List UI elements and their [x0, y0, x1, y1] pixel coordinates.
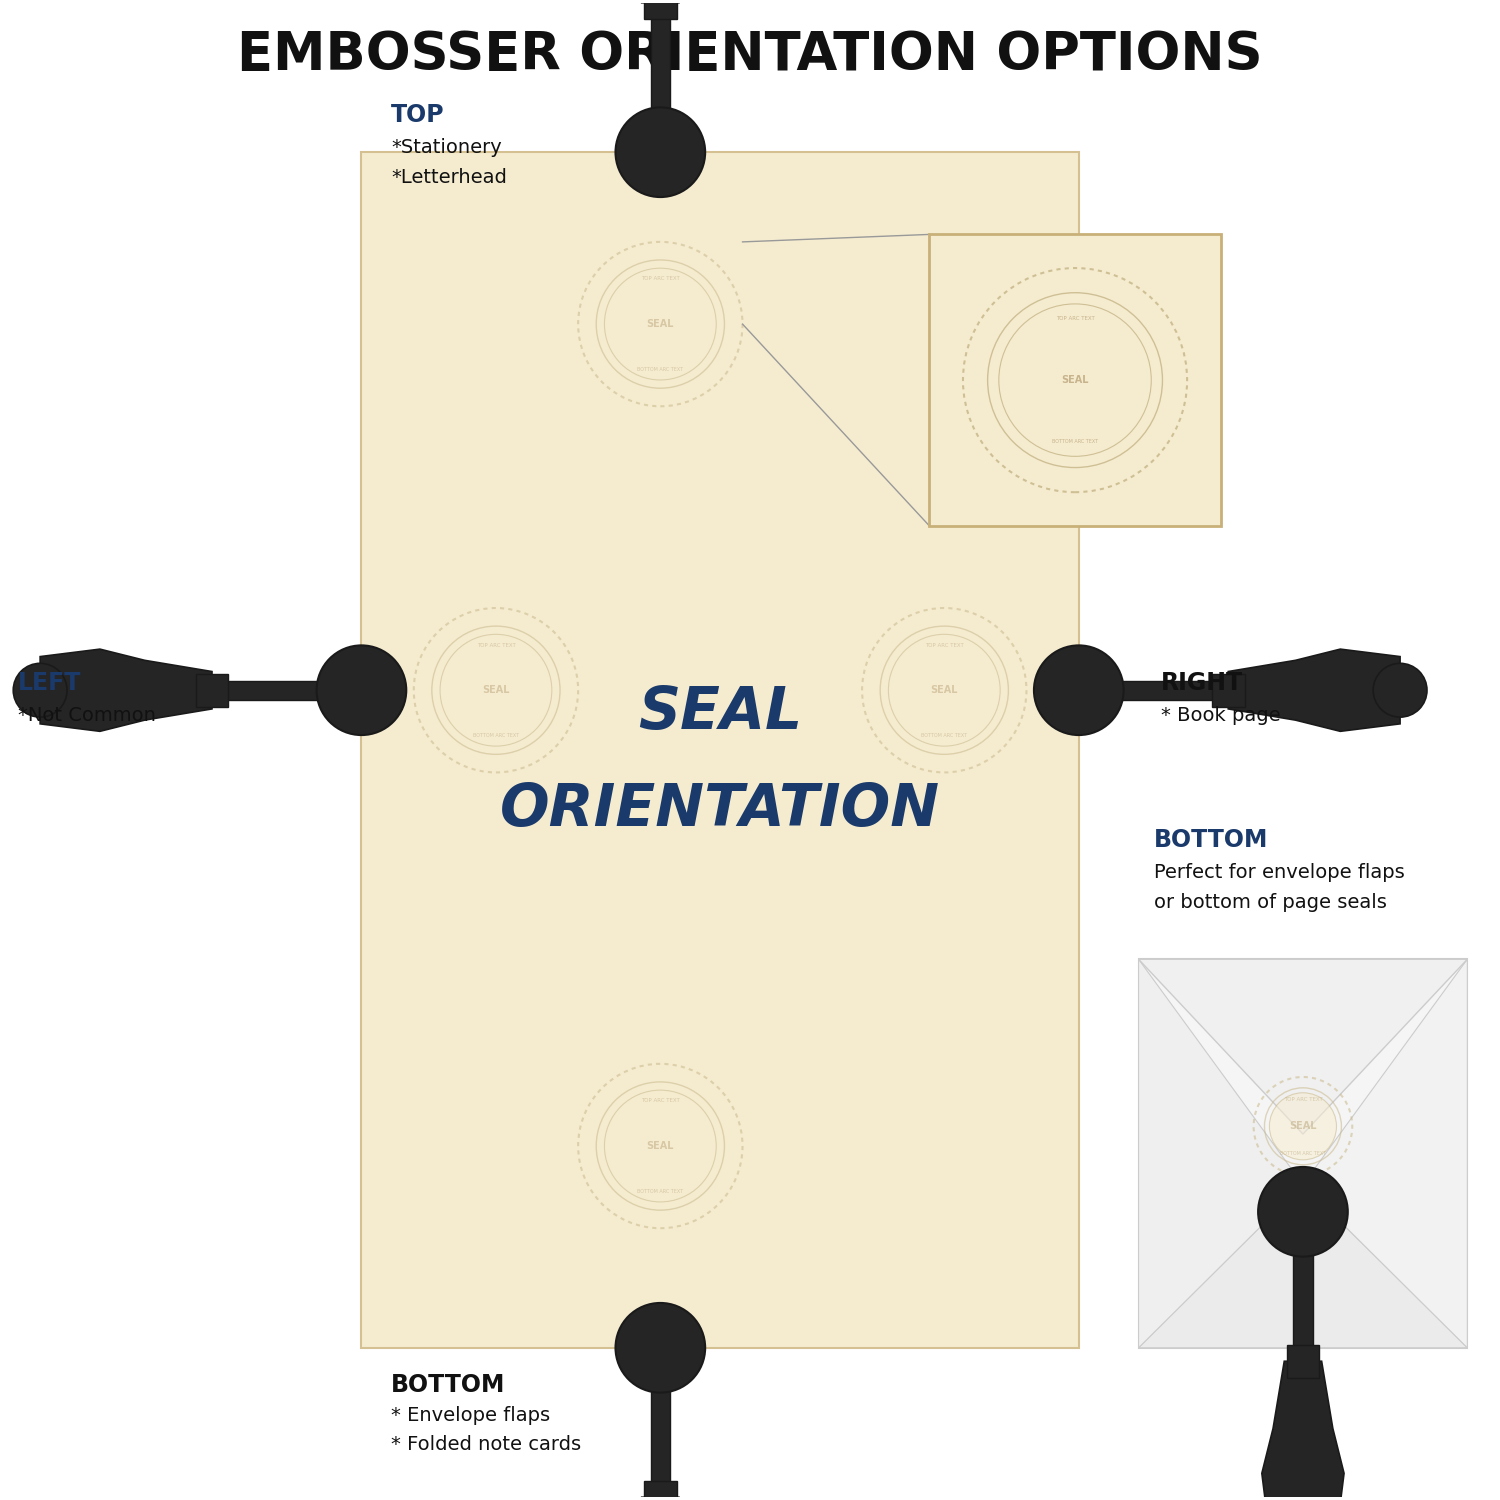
Text: *Letterhead: *Letterhead — [392, 168, 507, 188]
Circle shape — [1034, 645, 1124, 735]
Polygon shape — [1138, 958, 1467, 1134]
Polygon shape — [1228, 650, 1400, 732]
Text: TOP ARC TEXT: TOP ARC TEXT — [1056, 316, 1095, 321]
Text: TOP ARC TEXT: TOP ARC TEXT — [640, 1098, 680, 1104]
Text: TOP ARC TEXT: TOP ARC TEXT — [640, 276, 680, 282]
Text: * Envelope flaps: * Envelope flaps — [392, 1406, 550, 1425]
Text: BOTTOM ARC TEXT: BOTTOM ARC TEXT — [1052, 440, 1098, 444]
Polygon shape — [40, 650, 211, 732]
Polygon shape — [1138, 958, 1304, 1348]
Bar — [644, 1480, 676, 1500]
Circle shape — [888, 634, 1001, 746]
Text: TOP: TOP — [392, 104, 445, 128]
Circle shape — [1258, 1167, 1348, 1257]
Text: RIGHT: RIGHT — [1161, 670, 1244, 694]
Circle shape — [1372, 663, 1426, 717]
Circle shape — [604, 268, 715, 380]
Text: EMBOSSER ORIENTATION OPTIONS: EMBOSSER ORIENTATION OPTIONS — [237, 28, 1263, 81]
Text: BOTTOM: BOTTOM — [392, 1372, 506, 1396]
Bar — [362, 152, 1078, 1348]
Text: SEAL: SEAL — [1062, 375, 1089, 386]
Text: * Folded note cards: * Folded note cards — [392, 1436, 582, 1455]
Polygon shape — [1138, 1185, 1467, 1348]
Bar — [651, 1348, 670, 1497]
Polygon shape — [1262, 1360, 1344, 1500]
Bar — [195, 674, 228, 706]
Text: ORIENTATION: ORIENTATION — [500, 782, 940, 838]
Bar — [1287, 1346, 1320, 1377]
Text: TOP ARC TEXT: TOP ARC TEXT — [1284, 1096, 1323, 1101]
Text: * Book page: * Book page — [1161, 706, 1281, 724]
Text: BOTTOM ARC TEXT: BOTTOM ARC TEXT — [921, 734, 968, 738]
Bar — [1293, 1212, 1312, 1360]
Circle shape — [999, 304, 1152, 456]
Circle shape — [615, 108, 705, 196]
Text: TOP ARC TEXT: TOP ARC TEXT — [477, 642, 516, 648]
Text: or bottom of page seals: or bottom of page seals — [1154, 892, 1386, 912]
Circle shape — [615, 1304, 705, 1392]
Text: SEAL: SEAL — [930, 686, 958, 694]
Polygon shape — [620, 0, 702, 3]
Text: LEFT: LEFT — [18, 670, 81, 694]
Text: TOP ARC TEXT: TOP ARC TEXT — [926, 642, 963, 648]
Polygon shape — [620, 1497, 702, 1500]
Text: BOTTOM: BOTTOM — [1154, 828, 1268, 852]
Bar — [1138, 958, 1467, 1348]
Circle shape — [440, 634, 552, 746]
Text: *Stationery: *Stationery — [392, 138, 502, 158]
Bar — [644, 0, 676, 20]
Text: Perfect for envelope flaps: Perfect for envelope flaps — [1154, 862, 1404, 882]
Bar — [1078, 681, 1228, 700]
Text: BOTTOM ARC TEXT: BOTTOM ARC TEXT — [638, 1188, 684, 1194]
Text: BOTTOM ARC TEXT: BOTTOM ARC TEXT — [472, 734, 519, 738]
Text: SEAL: SEAL — [646, 320, 674, 328]
Circle shape — [604, 1090, 715, 1202]
Circle shape — [13, 663, 67, 717]
Text: BOTTOM ARC TEXT: BOTTOM ARC TEXT — [1280, 1150, 1326, 1156]
Circle shape — [316, 645, 407, 735]
Bar — [211, 681, 362, 700]
Bar — [651, 3, 670, 152]
Bar — [1212, 674, 1245, 706]
Circle shape — [1269, 1094, 1336, 1160]
Text: SEAL: SEAL — [1288, 1122, 1317, 1131]
Text: *Not Common: *Not Common — [18, 706, 156, 724]
Text: SEAL: SEAL — [646, 1142, 674, 1150]
Text: BOTTOM ARC TEXT: BOTTOM ARC TEXT — [638, 368, 684, 372]
Bar — [930, 234, 1221, 526]
Text: SEAL: SEAL — [638, 684, 802, 741]
Text: SEAL: SEAL — [482, 686, 510, 694]
Polygon shape — [1304, 958, 1467, 1348]
